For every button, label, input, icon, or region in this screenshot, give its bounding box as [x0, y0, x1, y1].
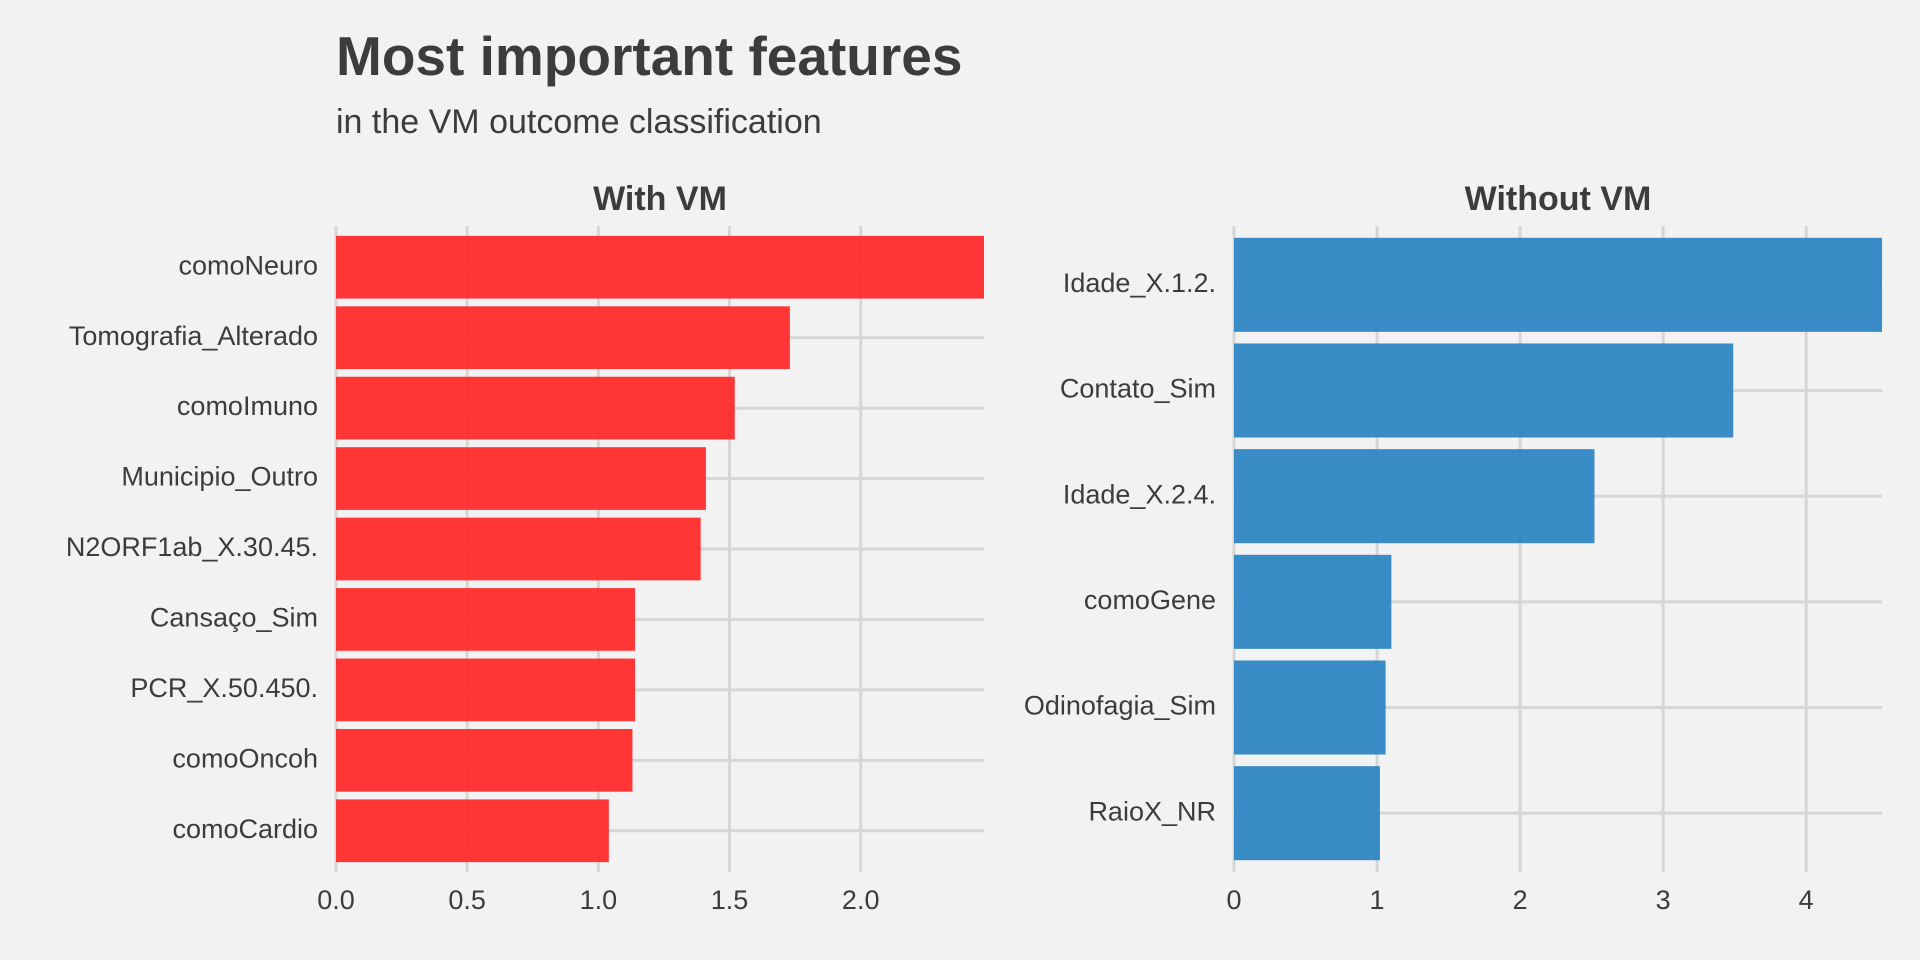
without-vm-x-tick-label: 2 [1513, 885, 1528, 915]
with-vm-category-label: Cansaço_Sim [150, 603, 318, 633]
with-vm-bar [336, 588, 636, 651]
with-vm-category-label: PCR_X.50.450. [130, 673, 318, 703]
without-vm-bar [1234, 766, 1380, 861]
with-vm-panel-title: With VM [593, 180, 727, 218]
without-vm-bar [1234, 343, 1734, 438]
panel-without-vm: Without VM Idade_X.1.2. Contato_Sim Idade_X… [990, 170, 1920, 930]
with-vm-x-tick-label: 2.0 [842, 885, 880, 915]
with-vm-bar [336, 728, 633, 792]
without-vm-bar [1234, 237, 1882, 332]
without-vm-x-tick-label: 1 [1370, 885, 1385, 915]
with-vm-x-tick-label: 1.0 [580, 885, 618, 915]
with-vm-bar [336, 447, 706, 510]
with-vm-category-label: comoImuno [177, 391, 318, 421]
without-vm-category-label: RaioX_NR [1088, 796, 1216, 826]
chart-title: Most important features [336, 25, 963, 87]
without-vm-bar [1234, 449, 1595, 544]
without-vm-category-label: comoGene [1084, 585, 1216, 615]
without-vm-panel-title: Without VM [1465, 180, 1652, 218]
without-vm-x-tick-label: 4 [1799, 885, 1814, 915]
without-vm-bar [1234, 660, 1386, 755]
without-vm-category-label: Idade_X.1.2. [1063, 268, 1216, 298]
without-vm-x-tick-label: 0 [1226, 885, 1241, 915]
panel-with-vm: With VM comoNeuro Tomografia_Alterado comoI… [0, 170, 990, 930]
with-vm-category-label: Tomografia_Alterado [69, 321, 318, 351]
with-vm-bar [336, 376, 735, 440]
with-vm-x-tick-label: 1.5 [711, 885, 749, 915]
with-vm-bar [336, 235, 984, 299]
with-vm-category-label: comoCardio [172, 814, 318, 844]
with-vm-bar [336, 306, 790, 370]
with-vm-category-label: N2ORF1ab_X.30.45. [66, 532, 318, 562]
without-vm-bar [1234, 554, 1392, 649]
with-vm-bar [336, 658, 636, 722]
without-vm-category-label: Contato_Sim [1060, 374, 1216, 404]
with-vm-bar [336, 799, 609, 863]
with-vm-bar-chart: With VM comoNeuro Tomografia_Alterado comoI… [66, 180, 984, 915]
with-vm-category-label: Municipio_Outro [121, 462, 318, 492]
with-vm-category-label: comoOncoh [172, 743, 318, 773]
with-vm-x-tick-label: 0.0 [317, 885, 355, 915]
without-vm-bar-chart: Without VM Idade_X.1.2. Contato_Sim Idade_X… [1024, 180, 1882, 915]
without-vm-category-label: Odinofagia_Sim [1024, 691, 1216, 721]
without-vm-category-label: Idade_X.2.4. [1063, 479, 1216, 509]
with-vm-category-label: comoNeuro [178, 250, 318, 280]
without-vm-x-tick-label: 3 [1656, 885, 1671, 915]
with-vm-x-tick-label: 0.5 [448, 885, 486, 915]
with-vm-bar [336, 517, 701, 581]
chart-subtitle: in the VM outcome classification [336, 103, 822, 141]
